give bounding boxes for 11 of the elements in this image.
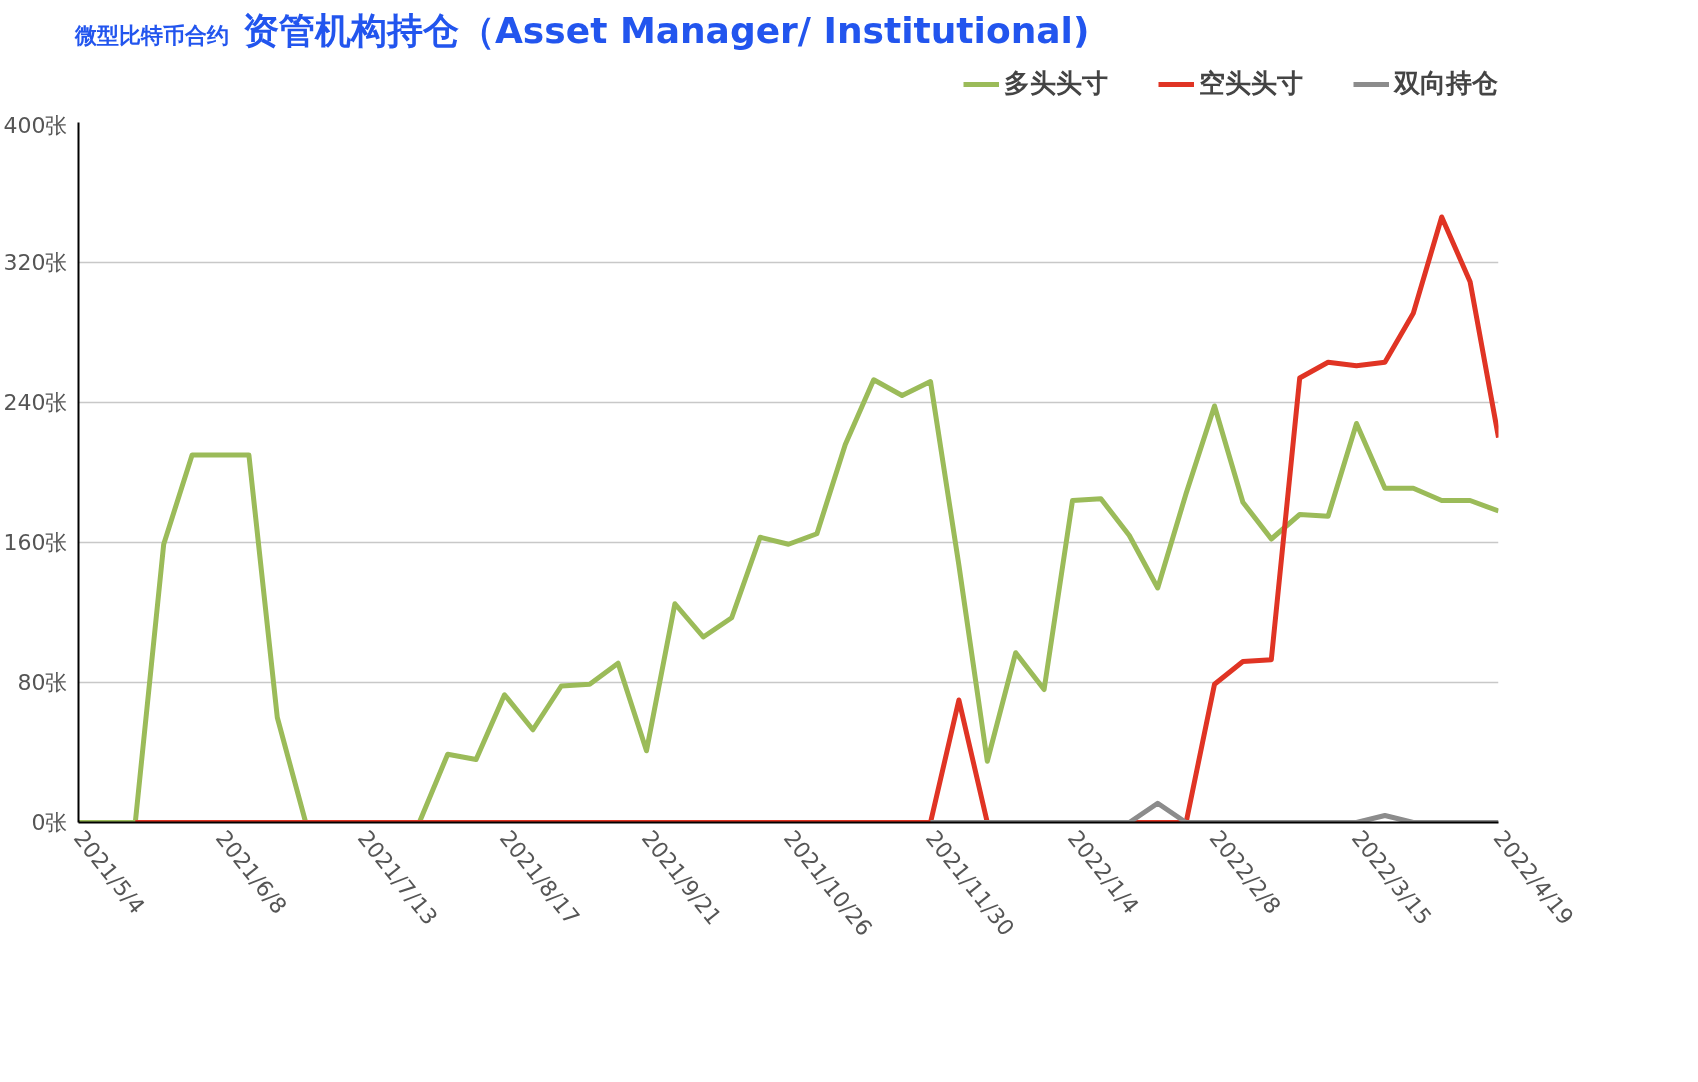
legend-label: 双向持仓: [1394, 67, 1498, 100]
legend-label: 空头头寸: [1199, 67, 1303, 100]
chart-title: 资管机构持仓（Asset Manager/ Institutional): [243, 10, 1090, 51]
y-tick-label: 80张: [17, 670, 68, 695]
chart-subtitle: 微型比特币合约: [75, 23, 229, 48]
y-tick-label: 240张: [3, 390, 68, 415]
y-tick-label: 400张: [3, 112, 68, 138]
legend-label: 多头头寸: [1004, 67, 1108, 100]
y-tick-label: 160张: [3, 530, 68, 555]
y-tick-label: 320张: [3, 250, 68, 275]
y-tick-label: 0张: [31, 810, 68, 835]
